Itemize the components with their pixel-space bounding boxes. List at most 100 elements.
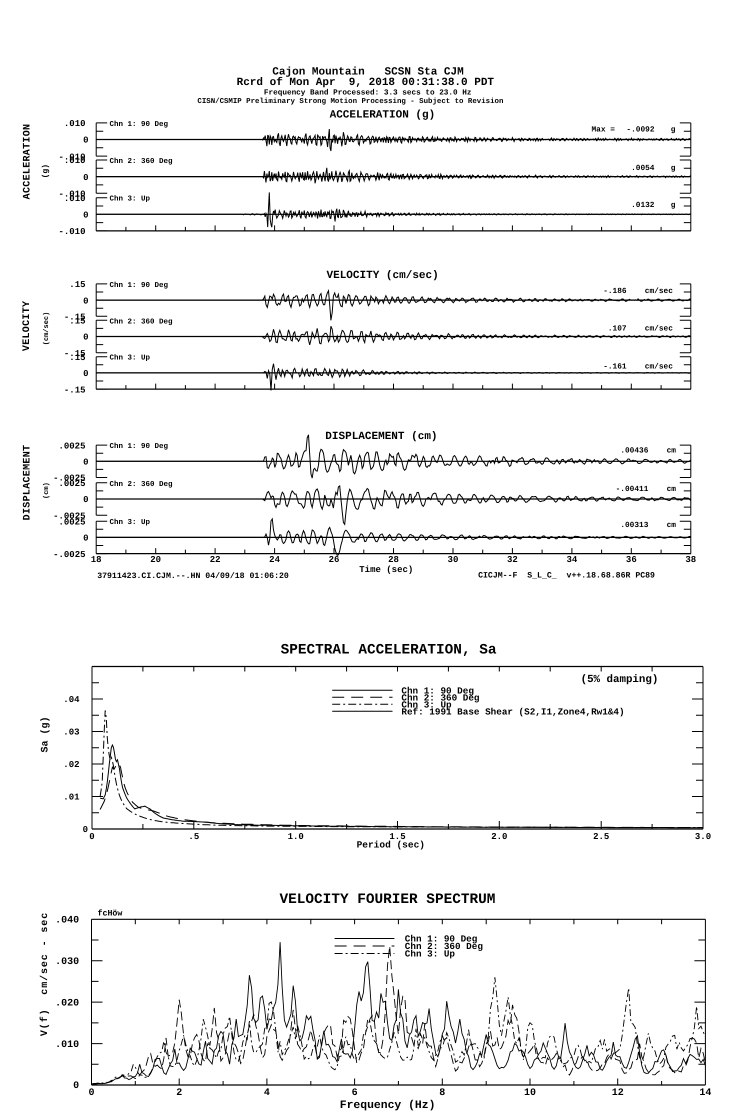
svg-text:24: 24	[269, 555, 280, 565]
svg-text:.040: .040	[55, 916, 79, 927]
svg-text:32: 32	[507, 555, 518, 565]
svg-text:-.010: -.010	[58, 189, 85, 199]
svg-text:cm/sec: cm/sec	[645, 287, 673, 296]
svg-text:-.15: -.15	[64, 313, 86, 323]
svg-text:28: 28	[388, 555, 399, 565]
svg-text:-.010: -.010	[58, 227, 85, 237]
svg-text:-.0025: -.0025	[53, 474, 85, 484]
svg-text:.020: .020	[55, 998, 79, 1009]
svg-text:-.15: -.15	[64, 385, 86, 395]
svg-text:g: g	[671, 202, 676, 210]
svg-text:4: 4	[264, 1088, 270, 1099]
svg-text:CISN/CSMIP Preliminary Strong: CISN/CSMIP Preliminary Strong Motion Pro…	[197, 97, 503, 106]
svg-text:.5: .5	[188, 832, 199, 842]
svg-text:30: 30	[448, 555, 459, 565]
svg-text:VELOCITY (cm/sec): VELOCITY (cm/sec)	[327, 270, 439, 282]
svg-text:CICJM--F S_L_C_ v++.18.68.86: CICJM--F S_L_C_ v++.18.68.86R PC89	[478, 572, 655, 581]
svg-text:SPECTRAL ACCELERATION, Sa: SPECTRAL ACCELERATION, Sa	[281, 643, 497, 659]
svg-text:.15: .15	[69, 280, 85, 290]
svg-text:.0025: .0025	[58, 517, 85, 527]
svg-text:34: 34	[566, 555, 577, 565]
svg-text:0: 0	[83, 825, 88, 835]
svg-text:DISPLACEMENT (cm): DISPLACEMENT (cm)	[325, 431, 437, 443]
svg-text:fcHöw: fcHöw	[98, 909, 123, 919]
svg-text:.15: .15	[69, 317, 85, 327]
svg-text:Sa (g): Sa (g)	[40, 716, 52, 752]
svg-text:.01: .01	[63, 793, 80, 803]
svg-text:6: 6	[352, 1088, 358, 1099]
svg-text:VELOCITY FOURIER SPECTRUM: VELOCITY FOURIER SPECTRUM	[280, 892, 496, 908]
svg-text:0: 0	[83, 458, 88, 468]
svg-text:Chn 1: 90 Deg: Chn 1: 90 Deg	[110, 442, 169, 451]
svg-text:36: 36	[626, 555, 637, 565]
svg-text:3.0: 3.0	[695, 832, 711, 842]
svg-text:.00436: .00436	[620, 447, 648, 456]
svg-text:0: 0	[83, 136, 88, 146]
svg-text:26: 26	[329, 555, 340, 565]
svg-text:cm/sec: cm/sec	[645, 325, 673, 334]
svg-text:2.0: 2.0	[491, 832, 507, 842]
svg-text:0: 0	[83, 495, 88, 505]
svg-text:V(f) cm/sec - sec: V(f) cm/sec - sec	[39, 912, 51, 1036]
svg-text:.010: .010	[64, 194, 86, 204]
svg-text:Frequency Band Processed: 3.3: Frequency Band Processed: 3.3 secs to 23…	[264, 88, 472, 97]
svg-text:1.0: 1.0	[288, 832, 304, 842]
svg-text:.010: .010	[64, 156, 86, 166]
svg-text:.0054: .0054	[631, 164, 655, 173]
svg-text:8: 8	[439, 1088, 445, 1099]
svg-text:.107: .107	[608, 325, 627, 334]
svg-text:22: 22	[210, 555, 221, 565]
svg-text:.010: .010	[55, 1040, 79, 1051]
svg-text:Max =: Max =	[592, 125, 616, 134]
svg-text:Chn 3: Up: Chn 3: Up	[110, 195, 151, 204]
svg-text:Ref: 1991 Base Shear (S2,I1,Zo: Ref: 1991 Base Shear (S2,I1,Zone4,Rw1&4)	[401, 706, 624, 717]
svg-text:g: g	[671, 126, 676, 134]
svg-text:.04: .04	[63, 695, 80, 705]
svg-text:.15: .15	[69, 353, 85, 363]
svg-text:Frequency (Hz): Frequency (Hz)	[340, 1099, 436, 1112]
svg-text:12: 12	[612, 1088, 624, 1099]
svg-text:Chn 2: 360 Deg: Chn 2: 360 Deg	[405, 941, 484, 952]
svg-text:10: 10	[524, 1088, 536, 1099]
svg-text:.00313: .00313	[620, 521, 648, 530]
svg-text:Chn 3: Up: Chn 3: Up	[405, 949, 456, 960]
svg-text:0: 0	[88, 1088, 94, 1099]
svg-text:Period (sec): Period (sec)	[357, 840, 425, 851]
svg-text:Chn 1: 90 Deg: Chn 1: 90 Deg	[110, 120, 169, 129]
svg-text:Time (sec): Time (sec)	[359, 565, 413, 575]
svg-text:.02: .02	[63, 760, 79, 770]
svg-text:DISPLACEMENT: DISPLACEMENT	[23, 445, 34, 521]
svg-text:20: 20	[150, 555, 161, 565]
svg-text:Chn 3: Up: Chn 3: Up	[110, 518, 151, 527]
svg-text:0: 0	[83, 211, 88, 221]
svg-text:ACCELERATION (g): ACCELERATION (g)	[330, 110, 436, 122]
svg-text:-.00411: -.00411	[616, 485, 649, 494]
svg-text:cm: cm	[667, 448, 677, 456]
svg-text:-.010: -.010	[58, 152, 85, 162]
svg-text:0: 0	[83, 173, 88, 183]
svg-text:Chn 2: 360 Deg: Chn 2: 360 Deg	[110, 157, 174, 166]
svg-text:Chn 2: 360 Deg: Chn 2: 360 Deg	[110, 317, 174, 326]
svg-text:(g): (g)	[42, 164, 51, 178]
svg-text:cm: cm	[667, 522, 677, 530]
svg-text:.030: .030	[55, 957, 79, 968]
svg-text:37911423.CI.CJM.--.HN 04/09/18: 37911423.CI.CJM.--.HN 04/09/18 01:06:20	[97, 572, 289, 581]
svg-text:(5% damping): (5% damping)	[581, 674, 659, 686]
svg-text:(cm): (cm)	[42, 482, 51, 499]
svg-text:2: 2	[176, 1088, 182, 1099]
svg-text:.010: .010	[64, 119, 86, 129]
svg-text:0: 0	[83, 369, 88, 379]
svg-text:Cajon Mountain SCSN Sta CJM: Cajon Mountain SCSN Sta CJM	[272, 67, 464, 79]
svg-text:0: 0	[83, 296, 88, 306]
svg-text:.0025: .0025	[58, 441, 85, 451]
svg-text:VELOCITY: VELOCITY	[22, 301, 33, 351]
svg-text:(cm/sec): (cm/sec)	[42, 312, 51, 346]
svg-text:0: 0	[89, 832, 94, 842]
svg-text:cm: cm	[667, 486, 677, 494]
svg-text:Chn 3: Up: Chn 3: Up	[110, 354, 151, 363]
svg-text:-.0025: -.0025	[53, 550, 85, 560]
svg-text:.0132: .0132	[631, 201, 655, 210]
svg-text:0: 0	[83, 333, 88, 343]
svg-text:-.186: -.186	[603, 287, 627, 296]
svg-text:Chn 2: 360 Deg: Chn 2: 360 Deg	[401, 692, 480, 703]
